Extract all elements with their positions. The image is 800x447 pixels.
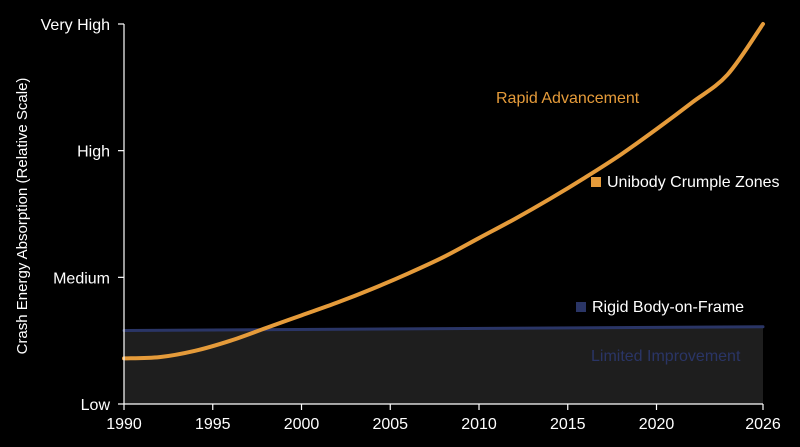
plot-area <box>122 22 765 404</box>
x-tick-label: 2005 <box>372 416 408 433</box>
shaded-region-limited-improvement <box>124 326 763 404</box>
legend-swatch-unibody <box>591 177 601 187</box>
y-tick-label: Very High <box>41 17 110 34</box>
y-tick-label: Low <box>81 397 111 414</box>
series-line-unibody-crumple-zones <box>122 22 765 361</box>
x-tick-label: 2020 <box>639 416 675 433</box>
annotation-limited-improvement: Limited Improvement <box>591 348 741 365</box>
legend-swatch-body-on-frame <box>576 302 586 312</box>
x-axis: 1990 1995 2000 2005 2010 2015 2020 2026 <box>106 403 781 433</box>
y-axis: Low Medium High Very High <box>41 17 125 414</box>
y-axis-label: Crash Energy Absorption (Relative Scale) <box>14 78 31 355</box>
x-tick-label: 2026 <box>745 416 781 433</box>
x-tick-label: 2000 <box>284 416 320 433</box>
series-line-rigid-body-on-frame <box>122 325 765 333</box>
legend-label-unibody: Unibody Crumple Zones <box>607 174 780 191</box>
annotation-rapid-advancement: Rapid Advancement <box>496 90 640 107</box>
x-tick-label: 2010 <box>461 416 497 433</box>
x-tick-label: 2015 <box>550 416 586 433</box>
x-tick-label: 1995 <box>195 416 231 433</box>
y-tick-label: High <box>77 144 110 161</box>
legend-label-body-on-frame: Rigid Body-on-Frame <box>592 299 744 316</box>
x-tick-label: 1990 <box>106 416 142 433</box>
y-tick-label: Medium <box>53 270 110 287</box>
